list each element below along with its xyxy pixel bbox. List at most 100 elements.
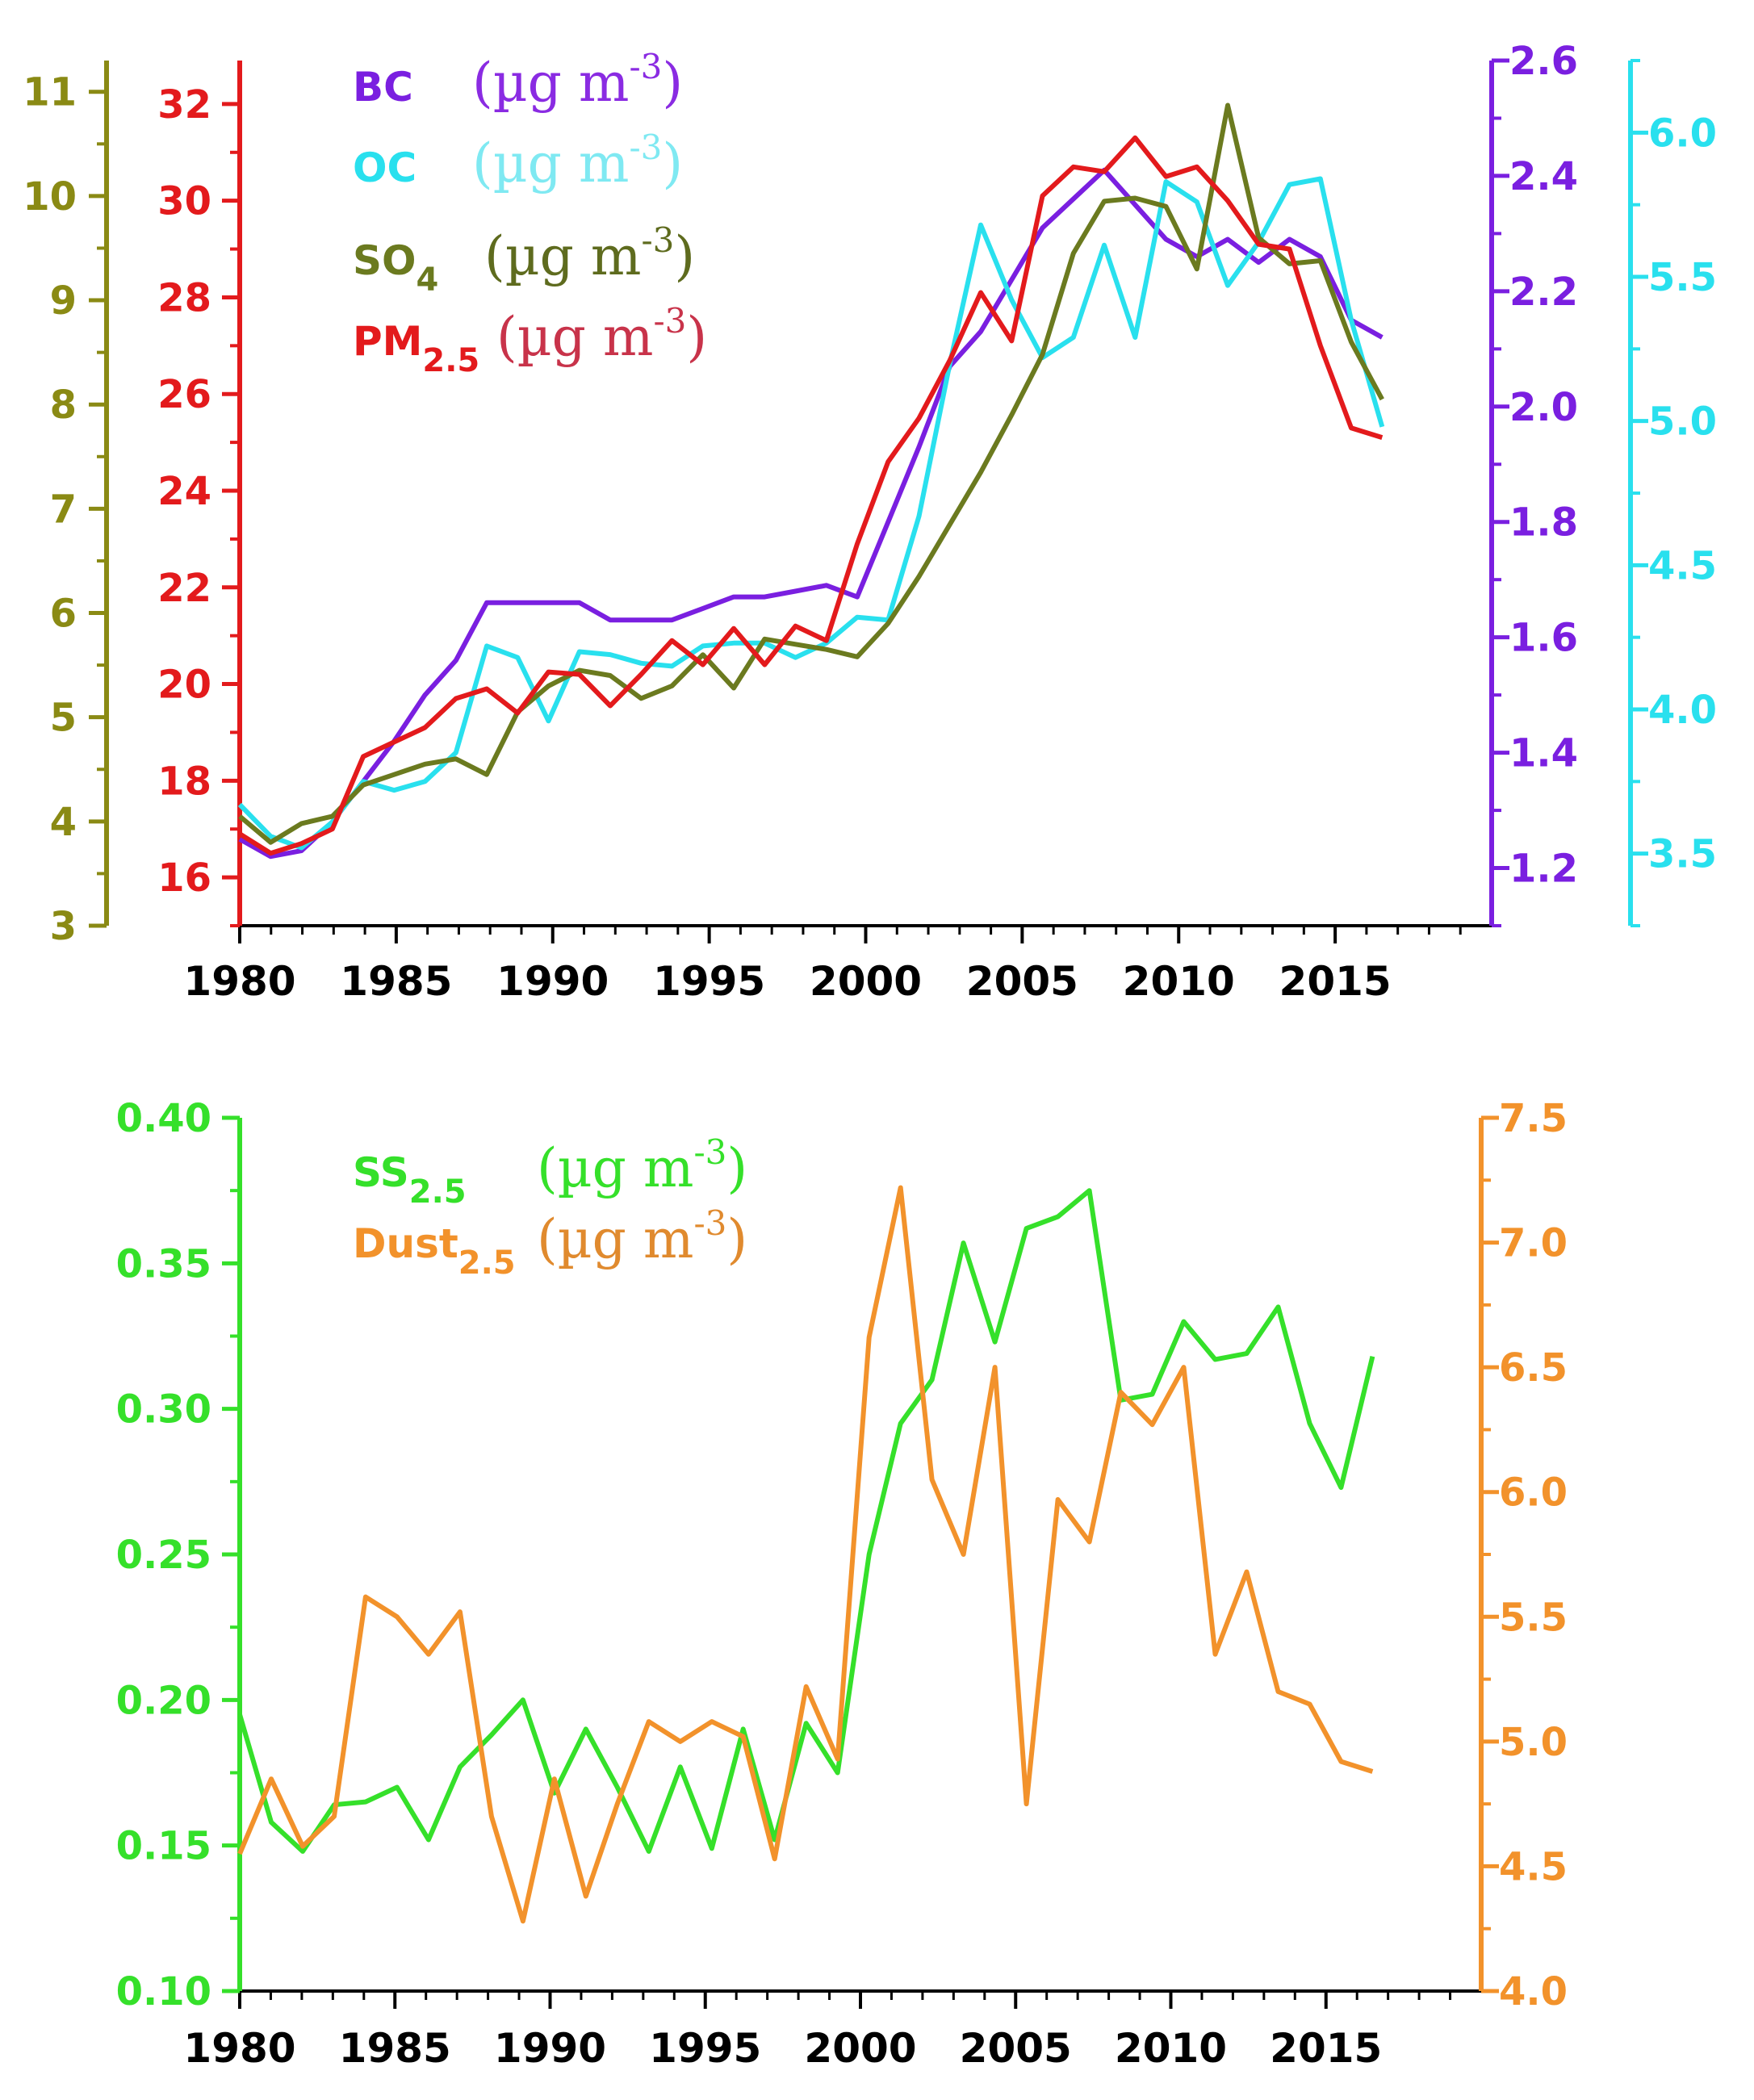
bottom-legend-label-ss2-5: SS2.5 bbox=[353, 1149, 467, 1211]
top-oc-y-tick-label-5-0: 5.0 bbox=[1648, 400, 1717, 445]
top-legend-unit-close: ) bbox=[674, 225, 695, 287]
top-legend-unit-close: ) bbox=[662, 132, 683, 195]
bottom-dust-y-tick-label-4-5: 4.5 bbox=[1499, 1844, 1568, 1889]
bottom-legend-unit-close: ) bbox=[726, 1137, 747, 1199]
bottom-x-tick-label-2000: 2000 bbox=[804, 2025, 916, 2072]
bottom-dust-y-tick-label-7-5: 7.5 bbox=[1499, 1096, 1568, 1141]
bottom-legend-label-subscript: 2.5 bbox=[458, 1245, 516, 1282]
top-oc-y-tick-label-3-5: 3.5 bbox=[1648, 832, 1717, 877]
top-so4-y-tick-label-6: 6 bbox=[50, 592, 77, 637]
top-x-tick-label-2015: 2015 bbox=[1279, 958, 1392, 1005]
top-legend-unit-so4: (µg m-3) bbox=[484, 220, 695, 287]
bottom-legend-unit-exponent: -3 bbox=[693, 1132, 726, 1172]
top-so4-y-tick-label-8: 8 bbox=[50, 383, 77, 428]
top-pm25-y-tick-label-32: 32 bbox=[157, 82, 211, 128]
bottom-series-line-dust2-5 bbox=[237, 1185, 1374, 1924]
top-bc-y-tick-label-2-4: 2.4 bbox=[1509, 154, 1578, 199]
bottom-ss-y-tick-label-0-15: 0.15 bbox=[116, 1824, 211, 1869]
bottom-ss-y-tick-label-0-25: 0.25 bbox=[116, 1533, 211, 1578]
top-chart-panel: 1980 1985 1990 1995 2000 2005 2010 201534567891… bbox=[23, 39, 1717, 1005]
top-legend-label-pm2-5: PM2.5 bbox=[353, 318, 479, 379]
bottom-dust-y-tick-label-4-0: 4.0 bbox=[1499, 1969, 1568, 2014]
top-pm25-y-tick-label-18: 18 bbox=[157, 759, 211, 804]
bottom-legend-label-subscript: 2.5 bbox=[409, 1173, 467, 1211]
top-legend-unit-text: (µg m bbox=[484, 225, 641, 287]
top-pm25-y-tick-label-24: 24 bbox=[157, 469, 211, 514]
bottom-dust-y-tick-label-5-0: 5.0 bbox=[1499, 1720, 1568, 1765]
bottom-x-tick-label-1985: 1985 bbox=[339, 2025, 451, 2072]
top-so4-y-tick-label-9: 9 bbox=[50, 278, 77, 324]
top-series-line-pm2-5 bbox=[238, 135, 1384, 856]
bottom-legend-unit-text: (µg m bbox=[537, 1137, 693, 1199]
top-oc-y-tick-label-4-0: 4.0 bbox=[1648, 688, 1717, 733]
top-legend-label-subscript: 2.5 bbox=[422, 342, 479, 379]
top-legend-label-oc: OC bbox=[353, 144, 417, 191]
bottom-ss-y-tick-label-0-30: 0.30 bbox=[116, 1387, 211, 1433]
bottom-legend-unit-dust2-5: (µg m-3) bbox=[537, 1203, 747, 1270]
top-legend-unit-exponent: -3 bbox=[629, 47, 662, 86]
bottom-x-tick-label-2015: 2015 bbox=[1270, 2025, 1382, 2072]
bottom-legend-unit-close: ) bbox=[726, 1208, 747, 1270]
top-so4-y-tick-label-10: 10 bbox=[23, 174, 77, 220]
top-legend-label-main: SO bbox=[353, 237, 417, 284]
top-pm25-y-tick-label-26: 26 bbox=[157, 372, 211, 417]
bottom-dust-y-tick-label-5-5: 5.5 bbox=[1499, 1595, 1568, 1640]
top-oc-y-tick-label-4-5: 4.5 bbox=[1648, 543, 1717, 588]
bottom-legend-label-dust2-5: Dust2.5 bbox=[353, 1220, 516, 1282]
bottom-x-tick-label-2005: 2005 bbox=[960, 2025, 1072, 2072]
bottom-legend-unit-exponent: -3 bbox=[693, 1203, 726, 1243]
top-legend-unit-exponent: -3 bbox=[629, 128, 662, 167]
top-pm25-y-tick-label-30: 30 bbox=[157, 179, 211, 224]
top-so4-y-tick-label-5: 5 bbox=[50, 696, 77, 741]
top-pm25-y-tick-label-16: 16 bbox=[157, 855, 211, 901]
bottom-chart-panel: 1980 1985 1990 1995 2000 2005 2010 2015 0.10 0.15… bbox=[116, 1096, 1568, 2072]
top-legend-unit-exponent: -3 bbox=[653, 301, 686, 341]
top-so4-y-tick-label-11: 11 bbox=[23, 70, 77, 115]
bottom-legend-label-main: SS bbox=[353, 1149, 409, 1196]
top-so4-y-tick-label-3: 3 bbox=[50, 904, 77, 949]
top-x-tick-label-2000: 2000 bbox=[810, 958, 922, 1005]
top-oc-y-tick-label-5-5: 5.5 bbox=[1648, 255, 1717, 300]
top-x-tick-label-1980: 1980 bbox=[183, 958, 295, 1005]
top-legend-unit-text: (µg m bbox=[472, 132, 629, 195]
top-bc-y-tick-label-2-6: 2.6 bbox=[1509, 39, 1578, 84]
top-legend-label-subscript: 4 bbox=[417, 261, 439, 299]
top-legend-label-main: PM bbox=[353, 318, 422, 365]
top-legend-unit-bc: (µg m-3) bbox=[472, 47, 683, 114]
top-oc-y-tick-label-6-0: 6.0 bbox=[1648, 111, 1717, 156]
bottom-ss-y-tick-label-0-35: 0.35 bbox=[116, 1241, 211, 1286]
top-legend-unit-exponent: -3 bbox=[641, 220, 674, 260]
top-bc-y-tick-label-2-0: 2.0 bbox=[1509, 385, 1578, 430]
top-pm25-y-tick-label-20: 20 bbox=[157, 663, 211, 708]
top-legend-label-bc: BC bbox=[353, 64, 413, 111]
bottom-legend-label-main: Dust bbox=[353, 1220, 458, 1267]
top-legend-unit-close: ) bbox=[662, 52, 683, 114]
top-legend-unit-oc: (µg m-3) bbox=[472, 128, 683, 195]
top-legend-unit-close: ) bbox=[686, 306, 707, 368]
top-so4-y-tick-label-4: 4 bbox=[50, 800, 77, 845]
bottom-dust-y-tick-label-7-0: 7.0 bbox=[1499, 1221, 1568, 1266]
top-x-tick-label-2005: 2005 bbox=[966, 958, 1078, 1005]
bottom-dust-y-tick-label-6-5: 6.5 bbox=[1499, 1345, 1568, 1391]
top-x-tick-label-1985: 1985 bbox=[340, 958, 452, 1005]
bottom-x-tick-label-2010: 2010 bbox=[1115, 2025, 1227, 2072]
top-legend-unit-text: (µg m bbox=[472, 52, 629, 114]
top-x-tick-label-1990: 1990 bbox=[496, 958, 609, 1005]
top-x-tick-label-2010: 2010 bbox=[1123, 958, 1235, 1005]
top-bc-y-tick-label-1-4: 1.4 bbox=[1509, 731, 1578, 776]
top-bc-y-tick-label-1-6: 1.6 bbox=[1509, 616, 1578, 661]
top-legend-label-so4: SO4 bbox=[353, 237, 438, 299]
bottom-x-tick-label-1995: 1995 bbox=[649, 2025, 761, 2072]
bottom-x-tick-label-1980: 1980 bbox=[183, 2025, 295, 2072]
bottom-series-line-ss2-5 bbox=[237, 1188, 1375, 1854]
top-so4-y-tick-label-7: 7 bbox=[50, 487, 77, 532]
bottom-legend-unit-ss2-5: (µg m-3) bbox=[537, 1132, 747, 1199]
bottom-ss-y-tick-label-0-40: 0.40 bbox=[116, 1096, 211, 1141]
bottom-ss-y-tick-label-0-10: 0.10 bbox=[116, 1969, 211, 2014]
top-pm25-y-tick-label-22: 22 bbox=[157, 566, 211, 611]
bottom-dust-y-tick-label-6-0: 6.0 bbox=[1499, 1470, 1568, 1516]
top-bc-y-tick-label-1-8: 1.8 bbox=[1509, 500, 1578, 546]
bottom-legend-unit-text: (µg m bbox=[537, 1208, 693, 1270]
top-bc-y-tick-label-1-2: 1.2 bbox=[1509, 847, 1578, 892]
